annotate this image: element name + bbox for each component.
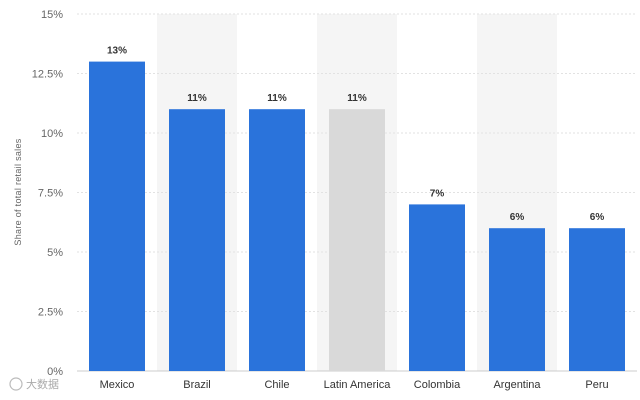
- x-tick-label: Latin America: [324, 379, 392, 391]
- bar: [569, 228, 625, 371]
- watermark-logo-icon: [9, 377, 23, 391]
- bar: [169, 109, 225, 371]
- data-label: 11%: [347, 93, 367, 104]
- x-axis-ticks: Mexico Brazil Chile Latin America Colombia Ar…: [100, 379, 609, 391]
- x-tick-label: Argentina: [493, 379, 541, 391]
- y-axis-ticks: 0% 2.5% 5% 7.5% 10% 12.5% 15%: [32, 9, 63, 378]
- y-tick-label: 2.5%: [38, 307, 63, 319]
- bar: [409, 204, 465, 371]
- data-label: 6%: [510, 212, 525, 223]
- y-tick-label: 5%: [47, 247, 63, 259]
- bar: [329, 109, 385, 371]
- bar: [249, 109, 305, 371]
- watermark-text: 大数据: [26, 377, 59, 391]
- data-label: 11%: [267, 93, 287, 104]
- y-tick-label: 10%: [41, 128, 63, 140]
- data-label: 13%: [107, 46, 127, 57]
- watermark: 大数据: [9, 377, 59, 391]
- data-label: 7%: [430, 188, 445, 199]
- x-tick-label: Chile: [264, 379, 289, 391]
- x-tick-label: Mexico: [100, 379, 135, 391]
- data-labels: 13% 11% 11% 11% 7% 6% 6%: [107, 46, 604, 224]
- y-tick-label: 12.5%: [32, 69, 63, 81]
- bar: [89, 61, 145, 371]
- bars: [89, 61, 625, 371]
- data-label: 11%: [187, 93, 207, 104]
- y-tick-label: 7.5%: [38, 188, 63, 200]
- data-label: 6%: [590, 212, 605, 223]
- x-tick-label: Colombia: [414, 379, 461, 391]
- y-tick-label: 0%: [47, 366, 63, 378]
- x-tick-label: Peru: [585, 379, 608, 391]
- y-tick-label: 15%: [41, 9, 63, 21]
- y-axis-label: Share of total retail sales: [13, 138, 23, 245]
- bar: [489, 228, 545, 371]
- x-tick-label: Brazil: [183, 379, 211, 391]
